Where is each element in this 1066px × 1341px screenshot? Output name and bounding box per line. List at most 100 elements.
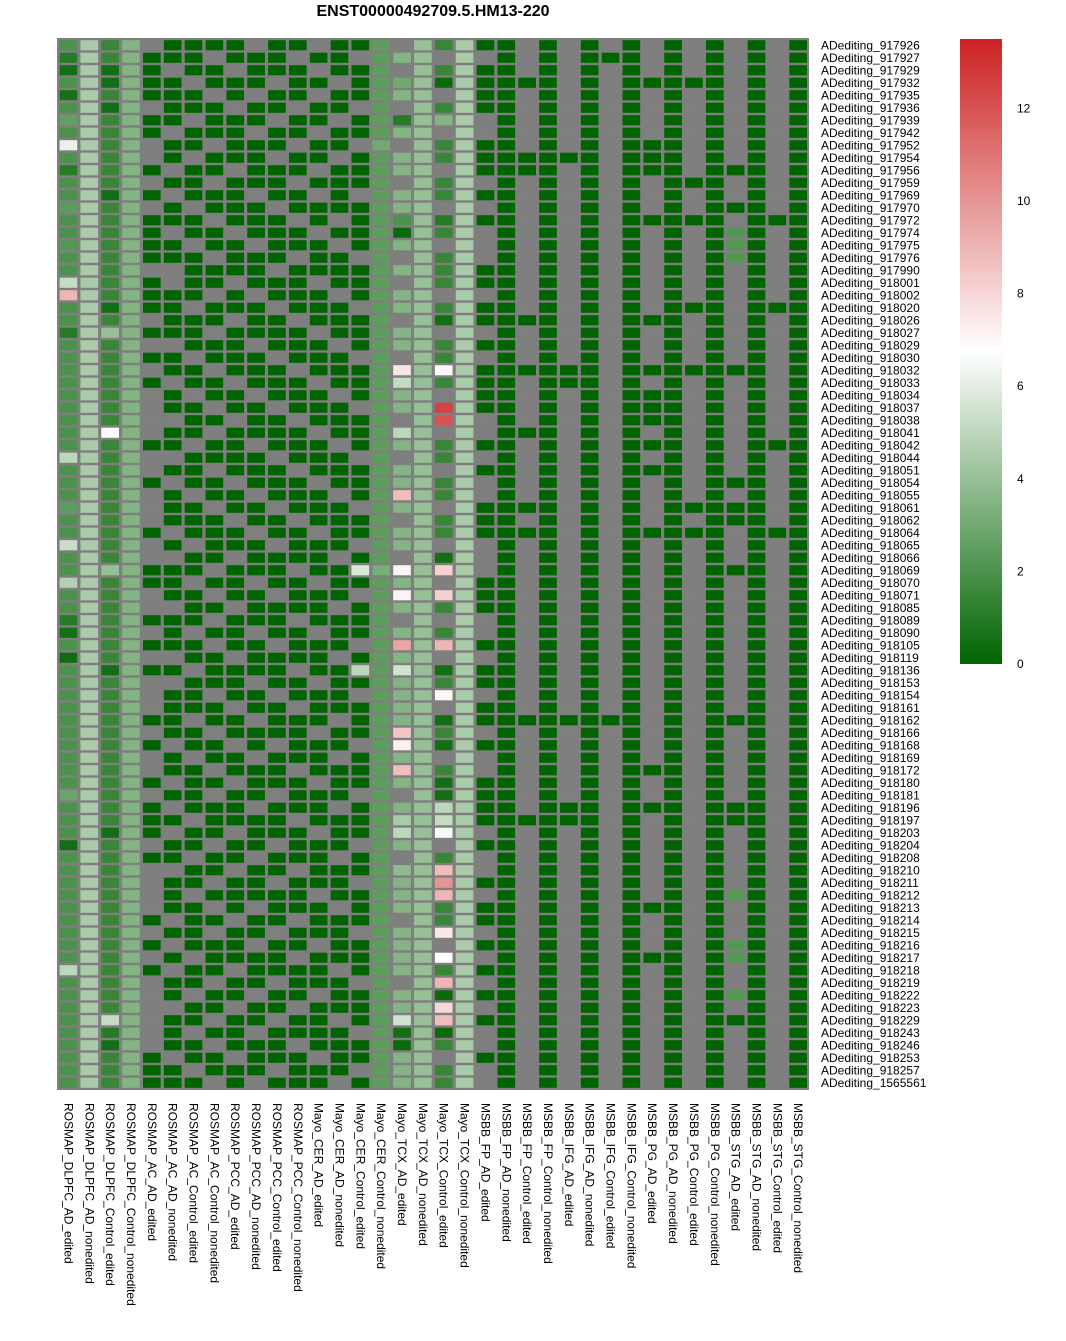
heatmap-cell [497, 940, 516, 951]
heatmap-cell [226, 927, 245, 938]
heatmap-cell [393, 502, 411, 513]
heatmap-cell [268, 890, 286, 901]
heatmap-cell [705, 227, 724, 238]
heatmap-cell [372, 152, 390, 163]
heatmap-cell [143, 477, 161, 488]
heatmap-cell [184, 877, 203, 888]
heatmap-cell [205, 640, 224, 651]
heatmap-cell [80, 240, 99, 251]
heatmap-cell [288, 1015, 307, 1026]
heatmap-cell [539, 727, 557, 738]
heatmap-cell [122, 1002, 140, 1013]
heatmap-cell [601, 77, 620, 88]
heatmap-cell [539, 627, 557, 638]
heatmap-cell [726, 127, 745, 138]
heatmap-cell [351, 690, 370, 701]
heatmap-cell [122, 615, 140, 626]
heatmap-cell [455, 452, 474, 463]
heatmap-cell [330, 302, 349, 313]
row-label: ADediting_918090 [821, 626, 920, 640]
heatmap-cell [476, 465, 495, 476]
heatmap-cell [247, 565, 265, 576]
row-label: ADediting_918069 [821, 563, 920, 577]
heatmap-cell [330, 602, 349, 613]
heatmap-cell [601, 715, 620, 726]
heatmap-cell [747, 1015, 766, 1026]
heatmap-cell [288, 552, 307, 563]
heatmap-cell [789, 702, 807, 713]
heatmap-cell [288, 227, 307, 238]
heatmap-cell [685, 177, 703, 188]
heatmap-cell [372, 440, 390, 451]
heatmap-cell [268, 590, 286, 601]
heatmap-cell [393, 140, 411, 151]
heatmap-cell [789, 65, 807, 76]
heatmap-cell [518, 202, 536, 213]
heatmap-cell [351, 65, 370, 76]
heatmap-cell [726, 690, 745, 701]
heatmap-cell [664, 415, 682, 426]
heatmap-cell [351, 40, 370, 51]
heatmap-cell [747, 640, 766, 651]
row-label: ADediting_918218 [821, 963, 920, 977]
heatmap-cell [497, 777, 516, 788]
heatmap-cell [518, 102, 536, 113]
heatmap-cell [539, 190, 557, 201]
heatmap-cell [309, 77, 328, 88]
heatmap-cell [580, 165, 599, 176]
heatmap-cell [747, 1002, 766, 1013]
heatmap-cell [580, 77, 599, 88]
heatmap-cell [768, 140, 787, 151]
heatmap-cell [643, 665, 662, 676]
heatmap-cell [434, 1002, 453, 1013]
heatmap-cell [143, 940, 161, 951]
heatmap-cell [705, 852, 724, 863]
heatmap-cell [601, 915, 620, 926]
heatmap-cell [122, 440, 140, 451]
heatmap-cell [163, 565, 182, 576]
heatmap-cell [643, 1015, 662, 1026]
heatmap-cell [497, 102, 516, 113]
heatmap-cell [226, 377, 245, 388]
heatmap-cell [539, 365, 557, 376]
heatmap-cell [685, 627, 703, 638]
heatmap-cell [393, 1015, 411, 1026]
heatmap-cell [101, 790, 119, 801]
heatmap-cell [330, 252, 349, 263]
heatmap-cell [705, 765, 724, 776]
heatmap-cell [601, 877, 620, 888]
heatmap-cell [414, 140, 432, 151]
heatmap-cell [122, 1052, 140, 1063]
heatmap-cell [226, 40, 245, 51]
heatmap-cell [372, 577, 390, 588]
heatmap-cell [101, 815, 119, 826]
heatmap-cell [705, 590, 724, 601]
heatmap-cell [726, 665, 745, 676]
heatmap-cell [768, 452, 787, 463]
heatmap-cell [768, 727, 787, 738]
heatmap-cell [288, 627, 307, 638]
heatmap-cell [685, 465, 703, 476]
heatmap-cell [705, 727, 724, 738]
heatmap-cell [664, 277, 682, 288]
heatmap-cell [143, 227, 161, 238]
heatmap-cell [268, 565, 286, 576]
heatmap-cell [101, 977, 119, 988]
heatmap-cell [122, 815, 140, 826]
heatmap-cell [622, 1040, 641, 1051]
heatmap-cell [664, 315, 682, 326]
heatmap-cell [330, 1077, 349, 1088]
heatmap-cell [393, 915, 411, 926]
heatmap-cell [247, 440, 265, 451]
heatmap-cell [101, 165, 119, 176]
heatmap-cell [80, 290, 99, 301]
heatmap-cell [268, 1015, 286, 1026]
heatmap-cell [101, 215, 119, 226]
heatmap-cell [247, 1065, 265, 1076]
heatmap-cell [80, 840, 99, 851]
heatmap-cell [539, 1040, 557, 1051]
heatmap-cell [184, 277, 203, 288]
heatmap-cell [372, 890, 390, 901]
heatmap-cell [226, 777, 245, 788]
heatmap-cell [205, 377, 224, 388]
